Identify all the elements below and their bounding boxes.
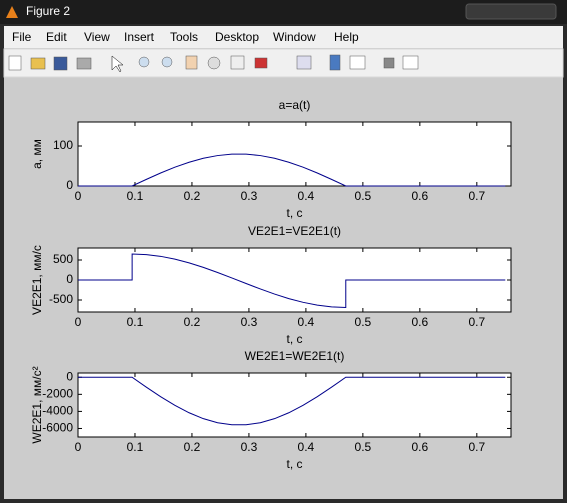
pan-icon[interactable] [185,55,198,70]
legend-icon[interactable] [349,55,366,70]
menu-bar [4,26,563,48]
menu-item[interactable]: File [12,30,32,44]
hide-tools-icon[interactable] [383,57,395,69]
x-tick-label: 0.2 [184,315,201,329]
colorbar-icon[interactable] [329,54,341,71]
x-tick-label: 0.4 [298,189,315,203]
y-axis-label: a, мм [30,139,44,169]
x-axis-label: t, c [286,332,302,346]
subplot: VE2E1=VE2E1(t) t, c VE2E1, мм/с 0 0.1 0.2 0.3 0… [30,224,512,346]
menu-item[interactable]: Help [334,30,359,44]
x-tick-label: 0.6 [411,315,428,329]
rotate-icon[interactable] [207,56,221,70]
menu-item[interactable]: Tools [170,30,198,44]
y-tick-label: -500 [49,292,73,306]
toolbar-icons [8,54,419,73]
y-tick-label: 0 [66,178,73,192]
x-tick-label: 0.1 [127,440,144,454]
menu-item[interactable]: Insert [124,30,155,44]
zoom-in-icon[interactable] [138,56,150,68]
print-icon[interactable] [76,57,92,70]
app-icon [6,6,18,18]
x-tick-label: 0.4 [298,315,315,329]
x-tick-label: 0.5 [355,189,372,203]
x-axis-label: t, c [286,206,302,220]
show-tools-icon[interactable] [402,55,419,70]
x-tick-label: 0.6 [411,440,428,454]
x-tick-label: 0.6 [411,189,428,203]
x-tick-label: 0.7 [468,440,485,454]
menu-item[interactable]: Window [273,30,316,44]
axes [77,372,512,438]
menu-item[interactable]: Edit [46,30,67,44]
x-tick-label: 0.5 [355,315,372,329]
open-icon[interactable] [30,57,46,70]
axes [77,121,512,187]
y-tick-label: -4000 [42,404,73,418]
data-line [78,253,506,308]
x-tick-label: 0.3 [241,315,258,329]
x-tick-label: 0.2 [184,440,201,454]
y-tick-label: 500 [53,252,73,266]
new-icon[interactable] [8,55,22,71]
window-buttons[interactable] [465,3,557,20]
menu-item[interactable]: Desktop [215,30,259,44]
save-icon[interactable] [53,56,68,71]
x-tick-label: 0 [75,440,82,454]
x-tick-label: 0 [75,189,82,203]
x-tick-label: 0.7 [468,189,485,203]
data-line [78,153,506,187]
brush-icon[interactable] [254,57,268,69]
x-tick-label: 0.4 [298,440,315,454]
x-tick-label: 0.5 [355,440,372,454]
toolbar [3,48,564,78]
x-tick-label: 0.3 [241,189,258,203]
x-tick-label: 0.1 [127,189,144,203]
y-axis-label: VE2E1, мм/с [30,245,44,315]
pointer-icon[interactable] [111,55,124,73]
datacursor-icon[interactable] [230,55,245,70]
x-tick-label: 0.3 [241,440,258,454]
plot-title: a=a(t) [279,98,311,112]
y-tick-label: 0 [66,272,73,286]
y-tick-label: 0 [66,369,73,383]
x-tick-label: 0 [75,315,82,329]
zoom-out-icon[interactable] [161,56,173,68]
data-line [78,376,506,426]
window-title: Figure 2 [26,4,70,18]
x-tick-label: 0.1 [127,315,144,329]
plot-title: WE2E1=WE2E1(t) [245,349,345,363]
menu-item[interactable]: View [84,30,110,44]
y-tick-label: -6000 [42,421,73,435]
x-axis-label: t, c [286,457,302,471]
y-tick-label: 100 [53,138,73,152]
x-tick-label: 0.2 [184,189,201,203]
subplot: a=a(t) t, c a, мм 0 0.1 0.2 0.3 0.4 0.5 0.6 0.7 0 10… [30,98,512,220]
y-tick-label: -2000 [42,387,73,401]
plot-title: VE2E1=VE2E1(t) [248,224,341,238]
subplot: WE2E1=WE2E1(t) t, c WE2E1, мм/с² 0 0.1 0.2 0.3… [30,349,512,471]
x-tick-label: 0.7 [468,315,485,329]
y-axis-label: WE2E1, мм/с² [30,366,44,443]
link-icon[interactable] [296,55,312,70]
